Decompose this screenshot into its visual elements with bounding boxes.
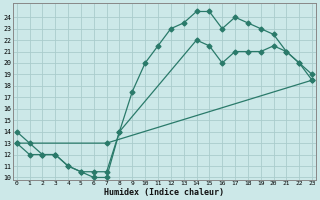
X-axis label: Humidex (Indice chaleur): Humidex (Indice chaleur)	[104, 188, 224, 197]
